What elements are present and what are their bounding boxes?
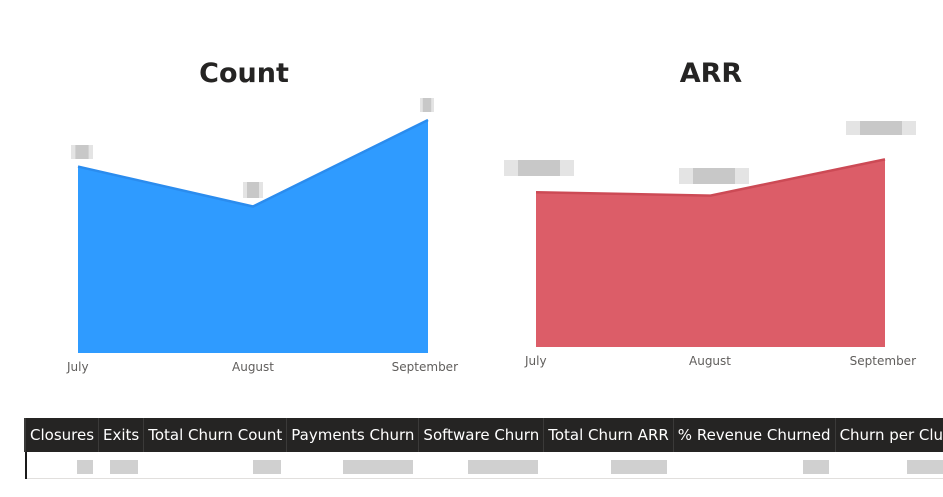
redacted-value (76, 460, 93, 474)
redacted-value (906, 460, 943, 474)
count-data-label-redacted (420, 98, 434, 112)
count-area-fill (78, 119, 428, 353)
table-cell (143, 452, 287, 479)
table-column-header[interactable]: Payments Churn (286, 418, 419, 452)
arr-data-label-redacted (679, 168, 749, 184)
table-column-header[interactable]: Total Churn ARR (543, 418, 674, 452)
arr-x-tick-label: August (689, 354, 731, 368)
arr-data-label-redacted (846, 121, 916, 135)
table-column-header[interactable]: Churn per Club (834, 418, 943, 452)
arr-x-tick-label: July (524, 354, 547, 368)
redacted-value (252, 460, 281, 474)
table-column-header[interactable]: Closures (24, 418, 99, 452)
churn-summary-table: Closures Exits Total Churn Count Payments C… (23, 418, 943, 479)
table-cell (835, 452, 943, 479)
table-cell (98, 452, 144, 479)
table-cell (418, 452, 544, 479)
arr-data-label-redacted (504, 160, 574, 176)
table-row (23, 452, 943, 479)
table-cell (25, 452, 99, 479)
count-data-label-redacted (71, 145, 93, 159)
redacted-value (467, 460, 538, 474)
count-x-tick-label: July (66, 360, 89, 374)
redacted-value (109, 460, 138, 474)
table-cell (673, 452, 836, 479)
redacted-value (611, 460, 668, 474)
count-x-tick-label: September (392, 360, 458, 374)
table-column-header[interactable]: Total Churn Count (143, 418, 287, 452)
redacted-value (342, 460, 413, 474)
arr-area-fill (536, 159, 885, 347)
table-cell (543, 452, 674, 479)
arr-chart-title: ARR (679, 58, 743, 89)
table-column-header[interactable]: % Revenue Churned (672, 418, 836, 452)
count-chart-title: Count (199, 58, 289, 89)
redacted-value (803, 460, 830, 474)
count-data-label-redacted (243, 182, 263, 198)
arr-x-tick-label: September (850, 354, 916, 368)
table-column-header[interactable]: Exits (98, 418, 144, 452)
count-x-tick-label: August (232, 360, 274, 374)
table-column-header[interactable]: Software Churn (418, 418, 544, 452)
table-cell (286, 452, 419, 479)
